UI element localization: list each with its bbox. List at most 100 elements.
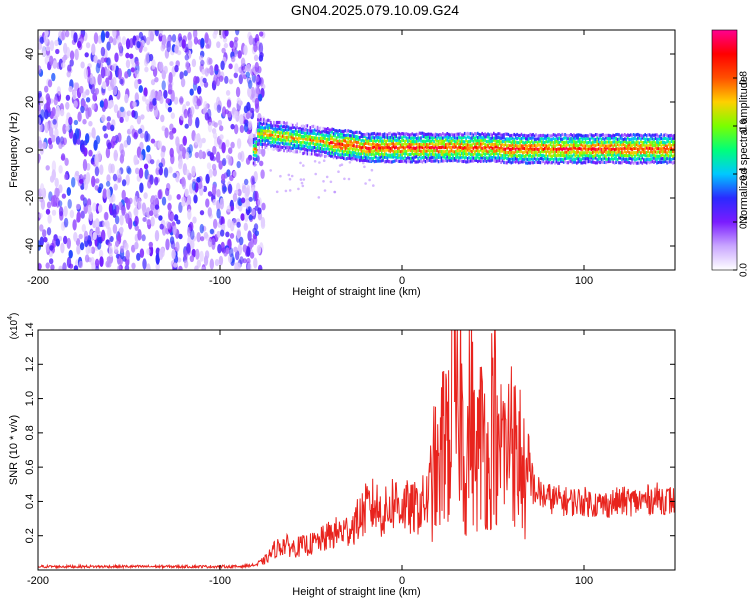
signal-cell [487,135,489,139]
signal-cell [535,133,537,137]
noise-cell [191,58,197,68]
signal-cell [462,140,464,144]
noise-cell [47,79,53,88]
signal-cell [345,157,348,161]
noise-cell [139,248,145,258]
signal-cell [640,160,642,164]
signal-cell [283,144,285,148]
signal-cell [560,147,562,151]
signal-cell [596,148,598,152]
signal-cell [305,131,307,135]
noise-cell [52,194,57,206]
signal-cell [544,143,546,147]
signal-cell [394,146,396,150]
signal-cell [478,135,480,139]
signal-cell [396,138,399,142]
signal-cell [482,151,485,155]
signal-cell [520,160,523,164]
noise-cell [38,212,43,219]
signal-cell [417,136,419,140]
signal-cell [619,156,622,160]
noise-cell [183,70,188,77]
signal-cell [462,150,464,154]
signal-cell [440,152,443,156]
signal-cell [577,160,579,164]
noise-cell [192,216,197,224]
signal-cell [450,145,453,150]
signal-cell [618,133,620,137]
signal-cell [279,120,281,125]
signal-cell [273,147,275,151]
noise-cell [146,133,151,142]
signal-cell [565,137,568,141]
signal-cell [650,137,652,141]
signal-cell [399,150,402,154]
signal-cell [459,140,462,144]
signal-cell [532,133,534,137]
signal-cell [376,135,379,140]
signal-cell [504,140,507,144]
signal-cell [401,149,403,153]
signal-cell [487,132,489,136]
signal-cell [356,152,358,156]
signal-cell [394,138,396,142]
noise-cell [146,145,151,153]
noise-cell [229,233,235,239]
signal-cell [669,134,671,138]
signal-cell [260,125,262,130]
signal-cell [603,143,606,148]
noise-cell [114,215,120,225]
signal-cell [666,140,668,144]
sparse-cell [350,158,354,162]
signal-cell [378,146,380,150]
signal-cell [318,146,320,150]
noise-cell [204,32,209,44]
noise-cell [61,30,66,41]
noise-cell [65,101,70,110]
signal-cell [401,132,403,136]
sparse-cell [287,173,291,177]
signal-cell [290,142,293,146]
signal-cell [539,139,542,143]
signal-cell [455,155,457,160]
signal-cell [459,136,462,140]
signal-cell [276,130,278,134]
signal-cell [281,121,284,125]
noise-cell [174,64,179,73]
signal-cell [396,142,399,146]
noise-cell [146,207,151,218]
signal-cell [334,129,336,133]
signal-cell [465,146,467,150]
signal-cell [319,126,322,130]
noise-cell [82,159,88,171]
signal-cell [378,139,380,143]
signal-cell [669,160,671,164]
noise-cell [126,110,132,117]
signal-cell [641,149,644,153]
signal-cell [450,156,453,161]
signal-cell [645,154,648,158]
signal-cell [561,140,563,144]
signal-cell [324,154,326,159]
sparse-cell [318,161,321,164]
signal-cell [581,157,584,161]
signal-cell [500,140,502,144]
noise-cell [176,219,181,225]
signal-cell [479,135,482,139]
signal-cell [670,147,673,151]
signal-cell [656,151,658,155]
signal-cell [562,158,565,162]
signal-cell [635,151,638,155]
signal-cell [372,132,374,136]
noise-cell [229,247,234,258]
signal-cell [643,160,645,164]
signal-cell [385,133,387,137]
noise-cell [66,256,72,269]
signal-cell [391,148,393,152]
signal-cell [503,157,505,161]
signal-cell [299,149,301,153]
signal-cell [321,149,323,153]
signal-cell [613,153,616,157]
signal-cell [471,159,473,163]
signal-cell [536,160,539,164]
